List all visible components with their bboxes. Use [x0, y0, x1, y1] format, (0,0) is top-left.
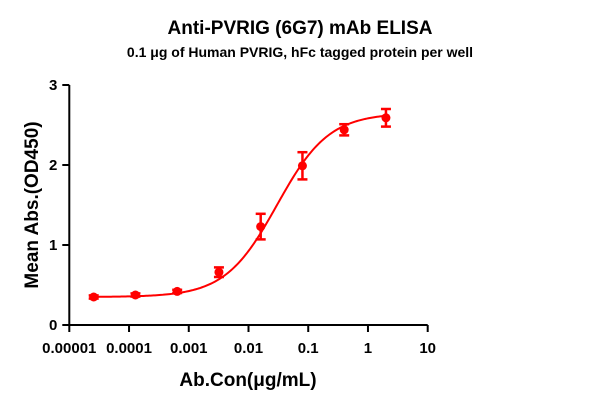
x-tick-label: 0.0001 — [106, 340, 152, 357]
data-point — [214, 267, 224, 277]
chart-title: Anti-PVRIG (6G7) mAb ELISA — [168, 18, 433, 39]
y-tick-label: 1 — [49, 237, 57, 254]
x-tick-label: 10 — [419, 340, 436, 357]
data-point — [339, 125, 349, 135]
x-axis-label: Ab.Con(μg/mL) — [179, 370, 316, 391]
x-tick-label: 1 — [364, 340, 372, 357]
x-tick-label: 0.00001 — [42, 340, 96, 357]
data-point — [172, 286, 182, 296]
data-point — [130, 290, 140, 300]
x-tick-label: 0.01 — [234, 340, 263, 357]
y-tick-label: 2 — [49, 157, 57, 174]
data-points — [88, 107, 391, 302]
y-tick-label: 0 — [49, 317, 57, 334]
x-tick-label: 0.001 — [170, 340, 208, 357]
data-point — [89, 292, 99, 302]
fit-curve — [93, 114, 387, 298]
x-tick-label: 0.1 — [298, 340, 319, 357]
data-point — [381, 113, 391, 123]
y-tick-label: 3 — [49, 77, 57, 94]
data-point — [297, 161, 307, 171]
data-point — [256, 222, 266, 232]
axes: 0 1 2 3 0.00001 0.0001 0.001 0.01 0.1 1 10 — [42, 77, 436, 357]
chart-subtitle: 0.1 μg of Human PVRIG, hFc tagged protei… — [127, 44, 473, 60]
y-axis-label: Mean Abs.(OD450) — [22, 121, 43, 288]
